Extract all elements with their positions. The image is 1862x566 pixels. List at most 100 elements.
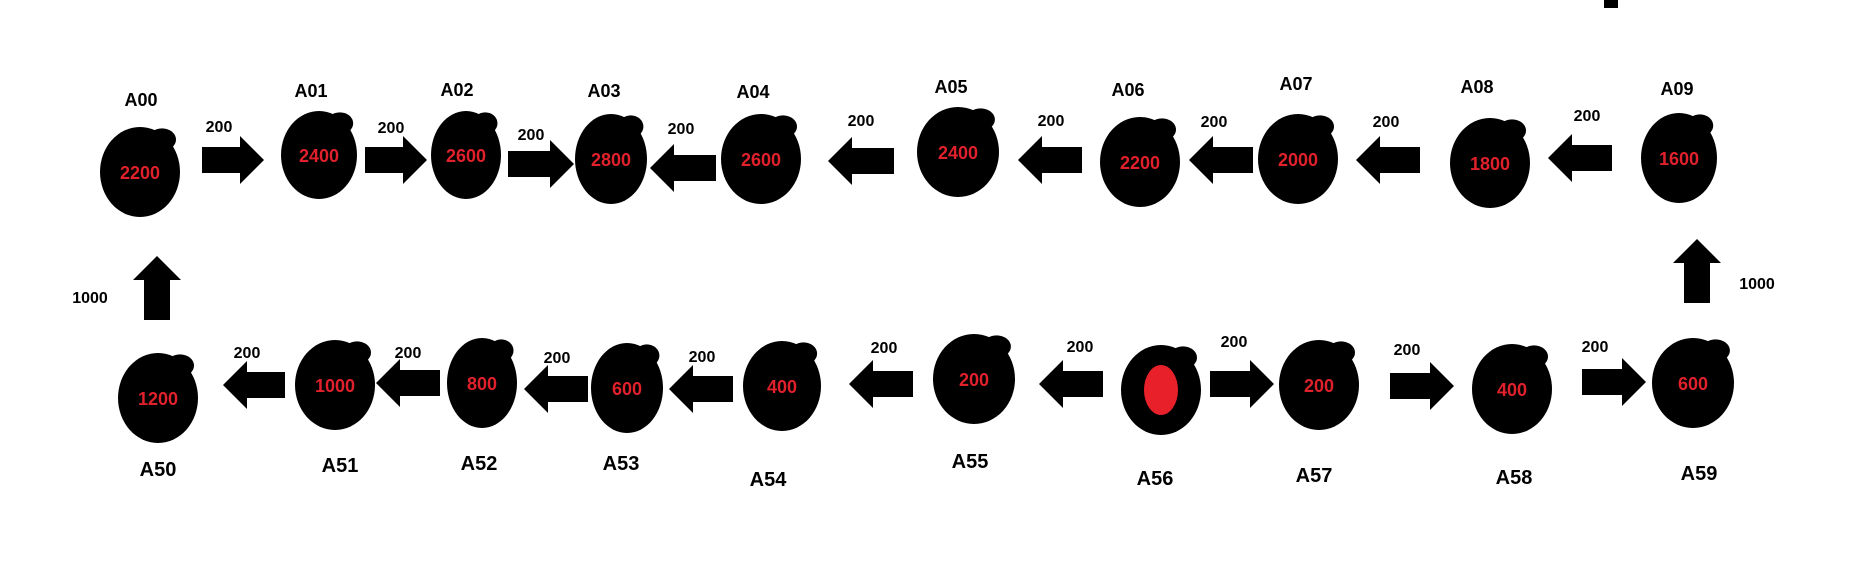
- node-value: 1000: [315, 376, 355, 396]
- edge-a07-a06: 200: [1189, 114, 1253, 184]
- edge-weight: 200: [1394, 342, 1421, 359]
- node-label: A04: [736, 82, 769, 102]
- edge-weight: 200: [206, 119, 233, 136]
- start-marker-icon: [1144, 365, 1178, 415]
- edge-a08-a07: 200: [1356, 114, 1420, 184]
- node-a09: 1600 A09: [1641, 79, 1717, 203]
- node-notch: [789, 342, 818, 365]
- arrow-left-icon: [223, 361, 285, 409]
- node-value: 200: [1304, 376, 1334, 396]
- node-notch: [966, 108, 995, 131]
- node-value: 1600: [1659, 149, 1699, 169]
- node-a51: 1000 A51: [295, 340, 375, 477]
- node-label: A00: [124, 90, 157, 110]
- edge-a58-a59: 200: [1582, 339, 1646, 406]
- node-label: A06: [1111, 80, 1144, 100]
- edge-weight: 200: [518, 127, 545, 144]
- node-notch: [1327, 341, 1355, 364]
- edge-weight: 200: [395, 345, 422, 362]
- node-label: A56: [1137, 468, 1174, 490]
- edge-a02-a03: 200: [508, 127, 574, 188]
- edge-weight: 200: [1067, 339, 1094, 356]
- node-a01: 2400 A01: [281, 81, 357, 199]
- edge-weight: 200: [1221, 334, 1248, 351]
- node-notch: [618, 115, 644, 138]
- node-a53: 600 A53: [591, 343, 663, 475]
- edge-weight: 200: [1201, 114, 1228, 131]
- node-a59: 600 A59: [1652, 338, 1734, 485]
- node-notch: [1701, 339, 1730, 362]
- edge-weight: 200: [378, 120, 405, 137]
- node-value: 800: [467, 374, 497, 394]
- node-value: 2400: [938, 143, 978, 163]
- edge-weight: 200: [668, 121, 695, 138]
- edge-a55-a54: 200: [849, 340, 913, 408]
- edge-a00-a01: 200: [202, 119, 264, 184]
- node-notch: [473, 112, 498, 135]
- node-value: 2200: [1120, 153, 1160, 173]
- node-a54: 400 A54: [743, 341, 821, 491]
- node-label: A01: [294, 81, 327, 101]
- node-label: A58: [1496, 467, 1533, 489]
- edge-a56-a57: 200: [1210, 334, 1274, 408]
- edge-a53-a52: 200: [524, 350, 588, 413]
- node-notch: [148, 128, 176, 151]
- node-notch: [982, 335, 1011, 358]
- edge-weight: 200: [689, 349, 716, 366]
- node-value: 400: [1497, 380, 1527, 400]
- edge-weight: 1000: [72, 290, 108, 307]
- node-label: A50: [140, 459, 177, 481]
- arrow-left-icon: [849, 360, 913, 408]
- arrow-right-icon: [1390, 362, 1454, 410]
- arrow-right-icon: [508, 140, 574, 188]
- arrow-up-icon: [1673, 239, 1721, 303]
- node-a02: 2600 A02: [431, 80, 501, 199]
- edge-a52-a51: 200: [376, 345, 440, 407]
- edge-weight: 200: [234, 345, 261, 362]
- edge-a50-a00: 1000: [72, 256, 181, 320]
- node-notch: [1520, 345, 1548, 368]
- node-label: A53: [603, 453, 640, 475]
- node-a50: 1200 A50: [118, 353, 198, 481]
- edge-a05-a04: 200: [828, 113, 894, 185]
- node-a08: 1800 A08: [1450, 77, 1530, 208]
- edge-a04-a03: 200: [650, 121, 716, 192]
- node-notch: [769, 115, 797, 138]
- node-value: 2600: [741, 150, 781, 170]
- arrow-left-icon: [669, 365, 733, 413]
- node-label: A55: [952, 451, 989, 473]
- corner-mark: [1604, 0, 1618, 8]
- edge-a54-a53: 200: [669, 349, 733, 413]
- node-value: 1800: [1470, 154, 1510, 174]
- node-a03: 2800 A03: [575, 81, 647, 204]
- node-label: A52: [461, 453, 498, 475]
- node-a52: 800 A52: [447, 338, 517, 475]
- node-value: 2400: [299, 146, 339, 166]
- node-label: A09: [1660, 79, 1693, 99]
- node-label: A51: [322, 455, 359, 477]
- arrow-left-icon: [1548, 134, 1612, 182]
- arrow-left-icon: [524, 365, 588, 413]
- node-a05: 2400 A05: [917, 77, 999, 197]
- edge-a09-a08: 200: [1548, 108, 1612, 182]
- node-notch: [1169, 346, 1197, 369]
- node-value: 600: [1678, 374, 1708, 394]
- arrow-right-icon: [1582, 358, 1646, 406]
- edge-a59-a09: 1000: [1673, 239, 1775, 303]
- edge-a57-a58: 200: [1390, 342, 1454, 410]
- node-notch: [1148, 118, 1176, 141]
- edge-weight: 200: [1574, 108, 1601, 125]
- node-notch: [326, 112, 354, 135]
- node-label: A54: [750, 469, 788, 491]
- arrow-right-icon: [1210, 360, 1274, 408]
- node-notch: [1686, 114, 1714, 137]
- node-value: 2600: [446, 146, 486, 166]
- arrow-left-icon: [376, 359, 440, 407]
- node-notch: [166, 354, 194, 377]
- node-a55: 200 A55: [933, 334, 1015, 473]
- arrow-left-icon: [1039, 360, 1103, 408]
- node-value: 1200: [138, 389, 178, 409]
- edge-weight: 200: [1038, 113, 1065, 130]
- edge-weight: 200: [871, 340, 898, 357]
- edge-weight: 200: [1373, 114, 1400, 131]
